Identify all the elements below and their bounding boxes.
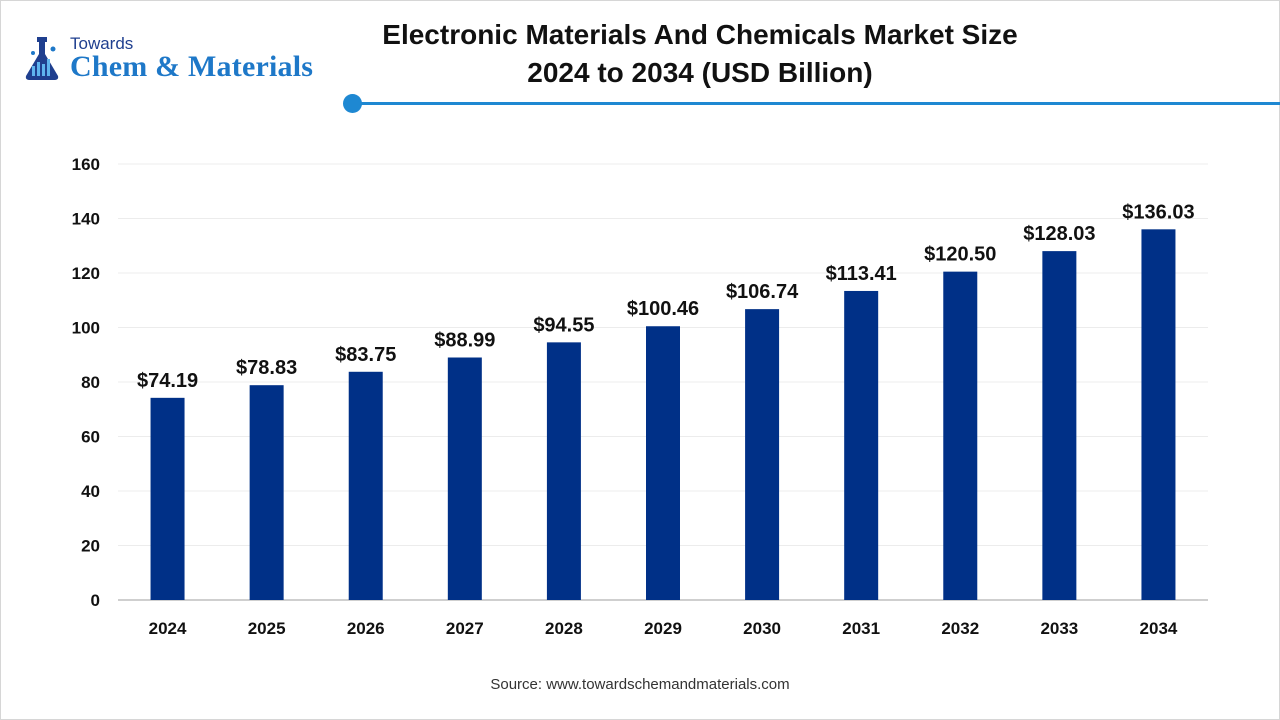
bar-2032 [943,271,978,600]
data-label-2030: $106.74 [726,281,799,303]
y-tick-label: 0 [91,591,100,610]
y-tick-label: 160 [72,155,100,174]
data-label-2026: $83.75 [335,344,396,366]
bar-2028 [546,342,581,600]
chart-title-line1: Electronic Materials And Chemicals Marke… [382,19,1018,50]
chart-title: Electronic Materials And Chemicals Marke… [380,16,1020,92]
bar-2031 [844,290,879,600]
data-label-2029: $100.46 [627,298,699,320]
header-divider [353,102,1280,105]
bar-2030 [745,309,780,600]
x-tick-label: 2024 [149,619,187,638]
data-label-2025: $78.83 [236,357,297,379]
x-tick-label: 2030 [743,619,781,638]
x-tick-label: 2034 [1140,619,1178,638]
y-tick-label: 40 [81,482,100,501]
y-tick-label: 120 [72,264,100,283]
bar-2029 [646,326,680,600]
data-label-2033: $128.03 [1023,223,1095,245]
bar-2024 [150,397,185,600]
header-divider-dot [343,94,362,113]
x-tick-label: 2027 [446,619,484,638]
bar-2027 [447,357,482,600]
y-tick-label: 60 [81,428,100,447]
y-tick-label: 140 [72,210,100,229]
x-tick-label: 2031 [842,619,880,638]
x-tick-label: 2026 [347,619,385,638]
data-label-2028: $94.55 [533,314,594,336]
x-tick-label: 2028 [545,619,583,638]
data-label-2024: $74.19 [137,370,198,392]
flask-icon [25,37,59,80]
bar-2025 [249,385,284,600]
y-tick-label: 80 [81,373,100,392]
brand-name-line1: Towards [70,34,134,53]
brand-name-line2: Chem & Materials [70,50,314,83]
chart-title-line2: 2024 to 2034 (USD Billion) [527,57,873,88]
bar-2033 [1042,251,1077,600]
x-tick-label: 2033 [1040,619,1078,638]
x-tick-label: 2029 [644,619,682,638]
data-label-2034: $136.03 [1122,201,1194,223]
x-tick-label: 2032 [941,619,979,638]
data-label-2032: $120.50 [924,244,996,266]
bar-2026 [348,371,383,600]
brand-logo[interactable]: Towards Chem & Materials [22,34,342,88]
y-tick-label: 100 [72,319,100,338]
y-tick-label: 20 [81,537,100,556]
data-label-2031: $113.41 [826,263,897,285]
bar-2034 [1141,229,1176,601]
x-tick-label: 2025 [248,619,286,638]
source-note: Source: www.towardschemandmaterials.com [490,676,790,693]
data-label-2027: $88.99 [434,330,495,352]
